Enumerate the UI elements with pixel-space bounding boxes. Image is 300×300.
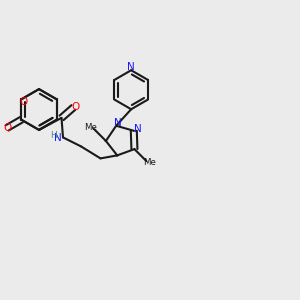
Text: O: O: [3, 123, 11, 133]
Text: N: N: [127, 62, 135, 72]
Text: N: N: [134, 124, 141, 134]
Text: O: O: [72, 102, 80, 112]
Text: H: H: [50, 130, 57, 140]
Text: Me: Me: [84, 123, 97, 132]
Text: N: N: [54, 133, 61, 143]
Text: N: N: [114, 118, 122, 128]
Text: O: O: [20, 97, 28, 107]
Text: Me: Me: [144, 158, 157, 167]
